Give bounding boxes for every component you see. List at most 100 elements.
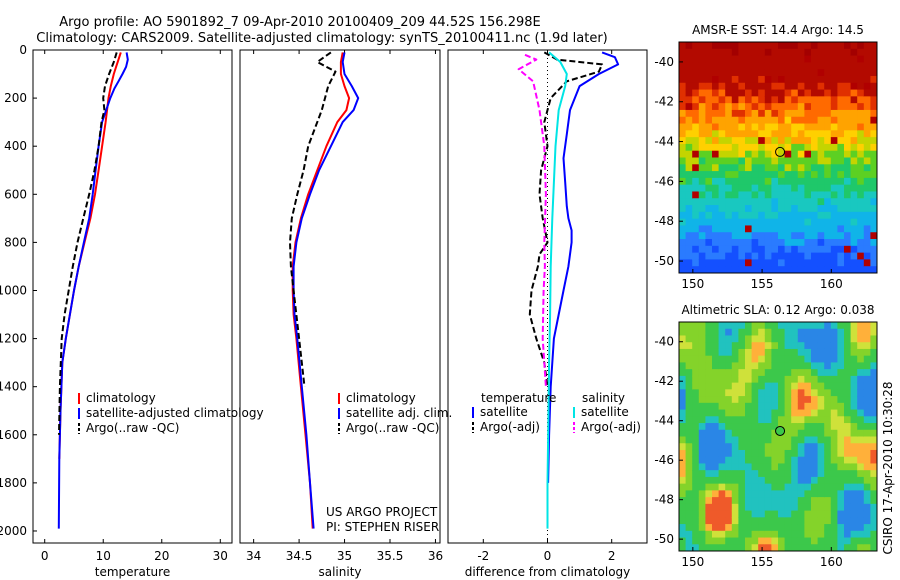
map-cell <box>685 483 693 491</box>
map-cell <box>712 266 720 273</box>
map-cell <box>870 322 877 330</box>
map-cell <box>731 225 739 233</box>
map-cell <box>857 436 865 444</box>
map-cell <box>824 342 832 350</box>
map-cell <box>778 537 786 545</box>
map-cell <box>764 150 772 159</box>
map-cell <box>725 423 733 431</box>
map-cell <box>817 232 825 240</box>
map-cell <box>725 89 733 97</box>
map-cell <box>857 375 865 384</box>
map-cell <box>844 463 852 471</box>
map-cell <box>830 463 838 471</box>
map-cell <box>863 416 871 424</box>
map-cell <box>771 96 779 104</box>
map-cell <box>830 524 838 532</box>
map-cell <box>751 362 759 370</box>
map-cell <box>804 348 812 357</box>
map-cell <box>731 259 739 267</box>
map-cell <box>725 103 733 111</box>
map-cell <box>804 355 812 364</box>
map-cell <box>679 55 687 63</box>
map-cell <box>718 497 726 505</box>
map-cell <box>738 483 746 491</box>
map-cell <box>698 82 706 91</box>
map-cell <box>764 211 772 220</box>
map-cell <box>817 48 825 57</box>
map-cell <box>837 89 845 97</box>
map-cell <box>751 48 759 57</box>
map-cell <box>679 409 687 417</box>
map-cell <box>751 342 759 350</box>
map-cell <box>725 184 733 193</box>
map-cell <box>811 449 819 458</box>
map-cell <box>817 402 825 411</box>
map-cell <box>771 259 779 267</box>
map-cell <box>830 362 838 370</box>
map-cell <box>850 211 858 220</box>
map-cell <box>685 123 693 131</box>
map-cell <box>778 164 786 172</box>
map-cell <box>791 62 799 70</box>
map-cell <box>837 530 845 539</box>
map-cell <box>830 225 838 233</box>
map-cell <box>804 239 812 247</box>
map-cell <box>718 490 726 498</box>
map-cell <box>844 109 852 118</box>
map-cell <box>712 205 720 213</box>
map-cell <box>844 82 852 91</box>
map-cell <box>758 490 766 498</box>
map-cell <box>850 69 858 77</box>
map-cell <box>870 537 877 545</box>
map-cell <box>791 476 799 485</box>
map-cell <box>764 423 772 431</box>
map-cell <box>857 232 865 240</box>
map-cell <box>698 42 706 50</box>
map-cell <box>764 252 772 261</box>
map-cell <box>817 42 825 50</box>
map-cell <box>692 266 700 273</box>
map-cell <box>837 205 845 213</box>
map-cell <box>725 266 733 273</box>
map-cell <box>725 116 733 125</box>
map-cell <box>725 503 733 512</box>
map-cell <box>712 544 720 551</box>
map-cell <box>857 266 865 273</box>
map-cell <box>837 335 845 343</box>
map-cell <box>771 530 779 539</box>
map-cell <box>685 342 693 350</box>
map-cell <box>830 157 838 165</box>
map-cell <box>870 362 877 370</box>
map-cell <box>725 55 733 63</box>
map-cell <box>824 218 832 227</box>
map-cell <box>830 449 838 458</box>
map-cell <box>824 137 832 145</box>
map-cell <box>698 322 706 330</box>
map-cell <box>731 164 739 172</box>
map-cell <box>811 409 819 417</box>
map-cell <box>764 517 772 525</box>
map-cell <box>791 503 799 512</box>
map-cell <box>764 69 772 77</box>
map-cell <box>771 510 779 518</box>
map-cell <box>705 335 713 343</box>
map-cell <box>844 211 852 220</box>
map-cell <box>857 225 865 233</box>
map-cell <box>745 184 753 193</box>
map-cell <box>731 109 739 118</box>
map-cell <box>830 96 838 104</box>
x-tick-label: 34.5 <box>286 549 313 563</box>
map-cell <box>830 476 838 485</box>
map-cell <box>784 150 792 159</box>
map-cell <box>778 225 786 233</box>
map-cell <box>764 164 772 172</box>
map-cell <box>791 443 799 451</box>
map-cell <box>784 497 792 505</box>
map-cell <box>731 239 739 247</box>
map-cell <box>698 517 706 525</box>
map-cell <box>824 423 832 431</box>
map-cell <box>870 232 877 240</box>
map-cell <box>692 245 700 254</box>
map-cell <box>718 530 726 539</box>
map-cell <box>745 382 753 390</box>
